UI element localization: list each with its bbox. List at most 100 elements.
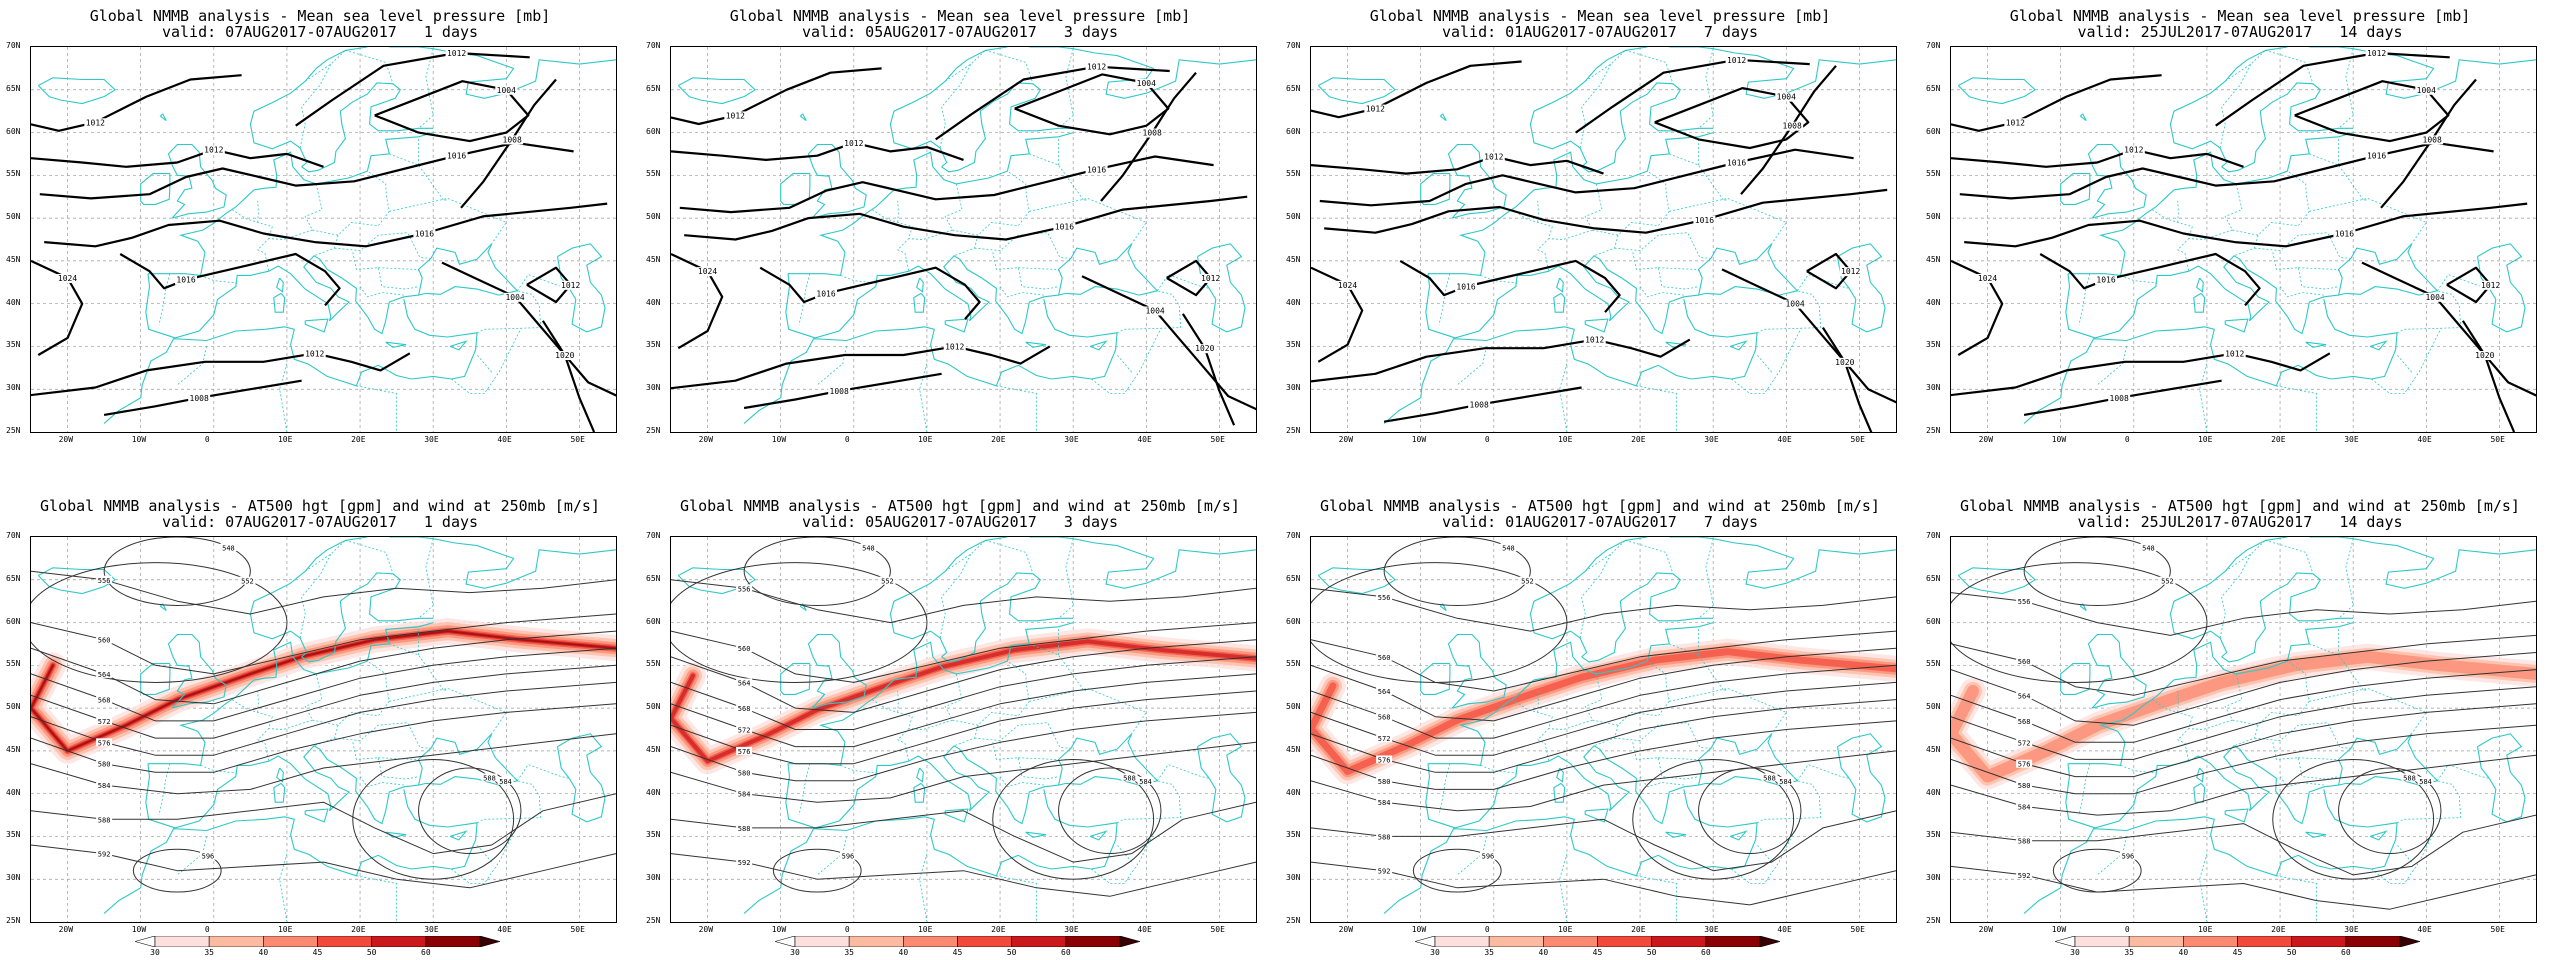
panel-subtitle: valid: 25JUL2017-07AUG2017 14 days [2077, 23, 2403, 41]
colorbar-segment [479, 936, 500, 947]
contour-label: 1016 [1695, 216, 1714, 225]
coastlines [1317, 537, 1896, 914]
map-svg: 1012 1012 1016 1016 1024 1016 1012 1008 1004 1008… [31, 47, 616, 432]
map-svg: 1012 1012 1016 1016 1024 1016 1012 1008 1004 1008… [1311, 47, 1896, 432]
contour-label: 1012 [726, 111, 745, 120]
lon-label: 30E [1064, 435, 1079, 444]
panel-title: Global NMMB analysis - AT500 hgt [gpm] a… [680, 497, 1240, 515]
jet-shading [1951, 643, 2536, 790]
colorbar [2055, 936, 2420, 947]
map-area: 1012 1012 1016 1016 1024 1016 1012 1008 1004 1008… [670, 46, 1257, 433]
lon-label: 10E [277, 435, 293, 444]
lat-label: 50N [6, 702, 21, 712]
colorbar-tick-label: 35 [2124, 948, 2134, 957]
contour-label: 1016 [1087, 165, 1106, 174]
colorbar [775, 936, 1140, 947]
lat-label: 45N [1286, 254, 1301, 264]
colorbar-segment [425, 936, 481, 947]
lon-label: 20W [58, 435, 74, 444]
panel-title: Global NMMB analysis - AT500 hgt [gpm] a… [40, 497, 600, 515]
lon-label: 10W [771, 925, 787, 934]
contour-label: 572 [1378, 735, 1391, 743]
lat-label: 60N [6, 616, 21, 626]
lat-label: 70N [1286, 531, 1301, 540]
contour-label: 1008 [190, 394, 209, 403]
lat-label: 65N [646, 573, 661, 583]
contour-label: 1012 [1727, 56, 1746, 65]
lon-label: 50E [1210, 435, 1225, 444]
contour-label: 1012 [1841, 267, 1860, 276]
lat-label: 30N [6, 873, 21, 883]
contour-label: 572 [2018, 739, 2031, 747]
lon-label: 50E [2490, 925, 2505, 934]
colorbar-segment [957, 936, 1012, 947]
colorbar-tick-label: 30 [1430, 948, 1440, 957]
lat-label: 40N [6, 297, 21, 307]
colorbar-tick-label: 50 [366, 948, 377, 957]
contour-label: 588 [2018, 838, 2031, 846]
contour-labels: 1012 1012 1016 1016 1024 1016 1012 1008 1004 1008… [56, 48, 582, 403]
lat-label: 30N [1926, 383, 1941, 393]
lon-label: 40E [1137, 435, 1152, 444]
contour-label: 560 [738, 645, 751, 653]
contour-label: 1024 [58, 274, 77, 283]
lon-label: 0 [1484, 435, 1490, 444]
colorbar-tick-label: 60 [1701, 948, 1711, 957]
colorbar-segment [1415, 936, 1436, 947]
colorbar-tick-label: 45 [312, 948, 323, 957]
colorbar-segment [1119, 936, 1140, 947]
lat-label: 55N [6, 169, 21, 179]
lat-label: 65N [1286, 83, 1301, 93]
contour-label: 548 [2142, 544, 2155, 552]
contour-lines [671, 65, 1256, 426]
lon-label: 30E [2344, 435, 2359, 444]
contour-label: 576 [1378, 756, 1391, 764]
contour-label: 576 [738, 748, 751, 756]
lat-label: 30N [1286, 383, 1301, 393]
lat-label: 60N [1286, 126, 1301, 136]
contour-label: 1012 [305, 349, 324, 358]
lat-label: 55N [1286, 169, 1301, 179]
lat-label: 30N [646, 873, 661, 883]
map-svg: 5565605645685725765805845885925485525965… [671, 537, 1256, 922]
contour-label: 1012 [844, 139, 863, 148]
contour-label: 1012 [2124, 146, 2143, 155]
lat-label: 70N [1926, 41, 1941, 50]
lat-label: 70N [1286, 41, 1301, 50]
lon-label: 10W [2051, 435, 2067, 444]
colorbar-segment [2399, 936, 2420, 947]
lon-label: 10W [131, 435, 147, 444]
contour-label: 588 [738, 825, 751, 833]
contour-label: 1016 [1456, 283, 1475, 292]
contour-label: 1012 [1585, 336, 1604, 345]
panel-subtitle: valid: 25JUL2017-07AUG2017 14 days [2077, 513, 2403, 531]
contour-label: 1012 [945, 342, 964, 351]
mslp-panel: Global NMMB analysis - Mean sea level pr… [1280, 0, 1920, 470]
lat-label: 50N [1926, 212, 1941, 222]
colorbar-segment [903, 936, 958, 947]
contour-label: 548 [222, 544, 235, 552]
contour-label: 1016 [1055, 223, 1074, 232]
lat-label: 45N [6, 744, 21, 754]
colorbar-tick-label: 60 [2341, 948, 2351, 957]
lon-label: 10E [1557, 925, 1573, 934]
contour-label: 556 [2018, 598, 2031, 606]
contour-label: 1012 [1087, 63, 1106, 72]
lat-label: 25N [646, 916, 661, 925]
map-area: 1012 1012 1016 1016 1024 1016 1012 1008 1004 1008… [1950, 46, 2537, 433]
contour-label: 576 [2018, 761, 2031, 769]
contour-label: 584 [1779, 778, 1792, 786]
borders [1438, 48, 1850, 432]
lat-label: 40N [1926, 297, 1941, 307]
lon-label: 10W [131, 925, 147, 934]
contour-label: 568 [1378, 714, 1391, 722]
coastlines [37, 537, 616, 914]
contour-lines [1951, 537, 2536, 910]
contour-label: 1016 [2335, 230, 2354, 239]
lon-label: 20W [698, 925, 714, 934]
panel-title: Global NMMB analysis - Mean sea level pr… [729, 7, 1191, 25]
colorbar-tick-label: 35 [204, 948, 214, 957]
contour-label: 1016 [1727, 159, 1746, 168]
contour-label: 1012 [561, 281, 580, 290]
contour-label: 564 [98, 671, 111, 679]
